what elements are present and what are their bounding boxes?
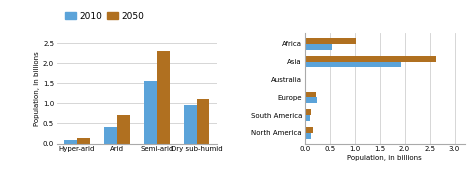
- Bar: [117, 115, 129, 144]
- Bar: [305, 115, 310, 121]
- X-axis label: Population, in billions: Population, in billions: [347, 155, 422, 161]
- Bar: [305, 91, 316, 97]
- Bar: [64, 139, 77, 144]
- Bar: [305, 62, 401, 67]
- Bar: [305, 56, 436, 62]
- Bar: [144, 81, 157, 144]
- Bar: [305, 109, 310, 115]
- Bar: [197, 99, 210, 144]
- Bar: [305, 38, 356, 44]
- Bar: [104, 127, 117, 144]
- Bar: [305, 133, 311, 139]
- Bar: [305, 44, 332, 49]
- Bar: [77, 138, 90, 144]
- Bar: [305, 79, 306, 85]
- Bar: [157, 51, 170, 144]
- Bar: [305, 97, 317, 103]
- Bar: [305, 74, 306, 79]
- Y-axis label: Population, in billions: Population, in billions: [34, 51, 40, 126]
- Legend: 2010, 2050: 2010, 2050: [62, 8, 148, 24]
- Bar: [184, 105, 197, 144]
- Bar: [305, 127, 313, 133]
